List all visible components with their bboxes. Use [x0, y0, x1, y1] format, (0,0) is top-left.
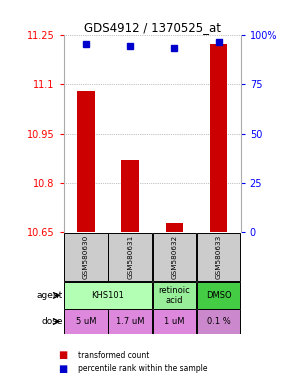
- Bar: [197, 309, 240, 334]
- Bar: [108, 233, 152, 281]
- Text: DMSO: DMSO: [206, 291, 231, 300]
- Text: agent: agent: [37, 291, 63, 300]
- Text: transformed count: transformed count: [78, 351, 150, 360]
- Text: 1.7 uM: 1.7 uM: [116, 317, 144, 326]
- Text: GSM580632: GSM580632: [171, 235, 177, 279]
- Text: ■: ■: [58, 364, 67, 374]
- Bar: [210, 45, 227, 232]
- Bar: [197, 233, 240, 281]
- Text: percentile rank within the sample: percentile rank within the sample: [78, 364, 208, 373]
- Text: 1 uM: 1 uM: [164, 317, 185, 326]
- Bar: [77, 91, 95, 232]
- Text: retinoic
acid: retinoic acid: [159, 286, 190, 305]
- Bar: [153, 233, 196, 281]
- Bar: [121, 160, 139, 232]
- Text: GDS4912 / 1370525_at: GDS4912 / 1370525_at: [84, 21, 221, 34]
- Text: GSM580631: GSM580631: [127, 235, 133, 279]
- Bar: [153, 282, 196, 309]
- Bar: [64, 282, 152, 309]
- Bar: [108, 309, 152, 334]
- Text: KHS101: KHS101: [92, 291, 124, 300]
- Bar: [153, 309, 196, 334]
- Text: ■: ■: [58, 350, 67, 360]
- Bar: [166, 223, 183, 232]
- Text: 5 uM: 5 uM: [76, 317, 96, 326]
- Text: GSM580633: GSM580633: [215, 235, 222, 279]
- Bar: [197, 282, 240, 309]
- Text: dose: dose: [41, 317, 63, 326]
- Text: GSM580630: GSM580630: [83, 235, 89, 279]
- Text: 0.1 %: 0.1 %: [207, 317, 231, 326]
- Bar: [64, 309, 108, 334]
- Bar: [64, 233, 108, 281]
